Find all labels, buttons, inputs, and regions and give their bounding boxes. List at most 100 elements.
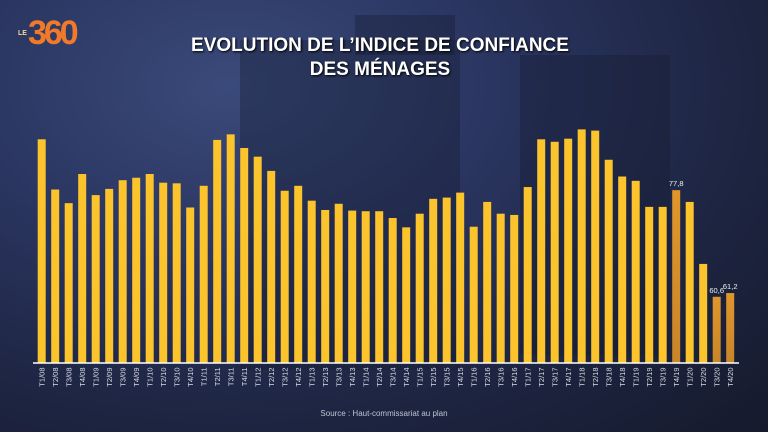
x-tick-label: T2/15: [429, 368, 438, 387]
bar-T1-18: [577, 129, 586, 363]
bar-T1-13: [307, 200, 316, 363]
bar-T4-15: [456, 192, 465, 363]
x-tick-label: T4/17: [564, 368, 573, 387]
x-tick-label: T1/14: [362, 368, 371, 387]
x-tick-label: T1/11: [200, 368, 209, 387]
brand-name: 360: [27, 14, 79, 52]
bar-T2-17: [537, 139, 546, 363]
bar-T1-09: [91, 195, 100, 363]
bar-T3-09: [118, 180, 127, 363]
bar-T3-08: [64, 203, 73, 363]
x-tick-label: T4/10: [186, 368, 195, 387]
bar-T4-11: [240, 147, 249, 363]
bar-T2-10: [159, 182, 168, 363]
bar-T2-11: [213, 139, 222, 363]
x-tick-label: T3/12: [281, 368, 290, 387]
bar-T2-18: [591, 130, 600, 363]
x-tick-label: T4/18: [618, 368, 627, 387]
bar-T4-14: [402, 227, 411, 363]
bar-T4-09: [132, 177, 141, 363]
x-tick-label: T4/13: [348, 368, 357, 387]
bar-T3-15: [442, 197, 451, 363]
bar-T2-13: [321, 209, 330, 363]
x-tick-label: T1/13: [308, 368, 317, 387]
bar-T1-20: [685, 201, 694, 363]
bar-T1-08: [37, 139, 46, 363]
x-tick-label: T2/20: [699, 368, 708, 387]
x-tick-label: T2/14: [375, 368, 384, 387]
x-tick-label: T4/15: [456, 368, 465, 387]
bar-T2-20: [699, 263, 708, 363]
x-tick-label: T3/11: [227, 368, 236, 387]
bar-T2-14: [375, 211, 384, 363]
brand-logo: LE 360: [18, 14, 79, 52]
bar-T2-19: [645, 206, 654, 363]
bar-T1-12: [253, 156, 262, 363]
x-tick-label: T2/08: [51, 368, 60, 387]
data-label: 60,6: [709, 286, 724, 295]
bar-T4-10: [186, 207, 195, 363]
x-tick-label: T2/16: [483, 368, 492, 387]
bar-T1-19: [631, 180, 640, 363]
chart-title-line-1: EVOLUTION DE L’INDICE DE CONFIANCE: [191, 35, 569, 56]
bar-T4-17: [564, 138, 573, 363]
x-tick-label: T1/15: [416, 368, 425, 387]
x-tick-label: T1/10: [146, 368, 155, 387]
chart-title-line-2: DES MÉNAGES: [309, 59, 451, 80]
bar-T2-12: [267, 170, 276, 363]
bar-T3-10: [172, 183, 181, 363]
bar-T2-09: [105, 188, 114, 363]
x-tick-label: T2/18: [591, 368, 600, 387]
x-tick-label: T2/09: [105, 368, 114, 387]
bar-T1-15: [415, 213, 424, 363]
x-tick-label: T1/08: [38, 368, 47, 387]
x-tick-label: T1/16: [470, 368, 479, 387]
x-tick-label: T1/12: [254, 368, 263, 387]
x-tick-label: T2/10: [159, 368, 168, 387]
chart-source: Source : Haut-commissariat au plan: [320, 409, 448, 418]
bar-T2-08: [51, 189, 60, 363]
x-tick-label: T1/17: [524, 368, 533, 387]
x-tick-label: T2/19: [645, 368, 654, 387]
x-tick-label: T4/12: [294, 368, 303, 387]
bar-T3-18: [604, 159, 613, 363]
chart-title: EVOLUTION DE L’INDICE DE CONFIANCE DES M…: [130, 34, 630, 82]
bar-T3-12: [280, 190, 289, 363]
x-tick-label: T2/13: [321, 368, 330, 387]
bar-T4-12: [294, 185, 303, 363]
bar-T2-16: [483, 201, 492, 363]
x-tick-label: T3/16: [497, 368, 506, 387]
bar-T4-19: [672, 190, 681, 363]
bar-T3-13: [334, 203, 343, 363]
x-tick-label: T3/18: [605, 368, 614, 387]
x-tick-label: T3/08: [65, 368, 74, 387]
x-tick-label: T1/19: [632, 368, 641, 387]
x-tick-label: T3/19: [659, 368, 668, 387]
x-tick-label: T4/08: [78, 368, 87, 387]
bar-T4-20: [726, 293, 735, 363]
x-tick-label: T3/14: [389, 368, 398, 387]
data-label: 61,2: [723, 282, 738, 291]
bar-T1-17: [523, 187, 532, 363]
x-tick-label: T3/20: [713, 368, 722, 387]
x-tick-label: T1/20: [686, 368, 695, 387]
bar-T1-11: [199, 185, 208, 363]
x-tick-label: T4/11: [240, 368, 249, 387]
bar-T3-14: [388, 218, 397, 363]
bar-T1-16: [469, 226, 478, 363]
bar-T1-10: [145, 174, 154, 363]
x-tick-label: T1/09: [92, 368, 101, 387]
x-tick-label: T2/11: [213, 368, 222, 387]
bar-T4-18: [618, 176, 627, 363]
bar-T3-11: [226, 134, 235, 363]
x-tick-label: T1/18: [578, 368, 587, 387]
bar-T1-14: [361, 211, 370, 363]
x-tick-label: T4/20: [726, 368, 735, 387]
bar-T4-13: [348, 210, 357, 363]
x-tick-label: T3/13: [335, 368, 344, 387]
bar-T3-20: [712, 296, 721, 363]
x-tick-label: T3/09: [119, 368, 128, 387]
bar-T3-19: [658, 206, 667, 363]
brand-prefix: LE: [18, 29, 27, 37]
